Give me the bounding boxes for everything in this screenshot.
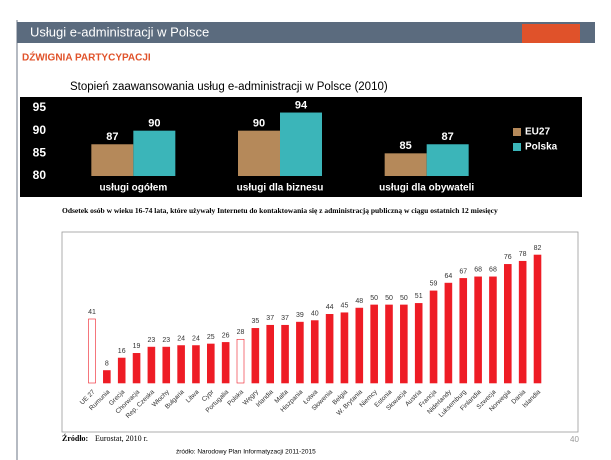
value-label: 25 — [207, 334, 215, 341]
value-label: 28 — [237, 329, 245, 336]
y-tick-label: 90 — [33, 123, 47, 137]
bar — [414, 303, 423, 384]
legend-label: EU27 — [525, 127, 550, 138]
y-tick-label: 85 — [33, 146, 47, 160]
y-tick-label: 80 — [33, 168, 47, 182]
bar — [340, 312, 349, 384]
value-label: 40 — [311, 310, 319, 317]
bar — [310, 320, 319, 384]
x-tick-label: usługi ogółem — [99, 183, 167, 194]
bar — [266, 324, 275, 384]
source: Eurostat, 2010 r. — [95, 434, 148, 443]
bar — [192, 345, 200, 384]
bar — [296, 321, 304, 384]
page-number: 40 — [570, 435, 579, 444]
legend-label: Polska — [525, 142, 558, 153]
value-label: 8 — [105, 360, 109, 367]
chart-title: Stopień zaawansowania usług e-administra… — [70, 81, 388, 93]
value-label: 23 — [162, 337, 170, 344]
subtitle: DŹWIGNIA PARTYCYPACJI — [22, 51, 151, 64]
value-label: 44 — [326, 304, 334, 311]
value-label: 76 — [504, 254, 512, 261]
value-label: 94 — [295, 99, 308, 111]
value-label: 68 — [489, 267, 497, 274]
legend-swatch — [513, 128, 521, 136]
bar — [177, 345, 185, 384]
bar — [429, 290, 438, 384]
bar — [207, 343, 215, 384]
header-title: Usługi e-administracji w Polsce — [30, 24, 209, 39]
value-label: 37 — [281, 315, 289, 322]
bar — [236, 338, 245, 384]
x-tick-label: usługi dla obywateli — [379, 183, 474, 194]
bar — [518, 260, 527, 384]
value-label: 23 — [148, 337, 156, 344]
chart-title-wrap: Odsetek osób w wieku 16-74 lata, które u… — [62, 206, 498, 215]
bar — [91, 144, 134, 176]
value-label: 41 — [88, 309, 96, 316]
header-bar — [17, 22, 595, 43]
value-label: 50 — [370, 295, 378, 302]
bar — [103, 370, 111, 384]
value-label: 68 — [474, 267, 482, 274]
x-tick-label: usługi dla biznesu — [237, 183, 324, 194]
bar — [221, 342, 230, 384]
bar — [474, 276, 482, 384]
bar — [370, 304, 378, 384]
bar — [133, 130, 176, 176]
bar — [385, 304, 393, 384]
value-label: 85 — [400, 140, 412, 152]
bar — [325, 314, 334, 384]
header-accent — [522, 24, 580, 43]
bar — [533, 254, 542, 384]
value-label: 87 — [442, 131, 454, 143]
source-label: Źródło: — [62, 433, 88, 443]
bar — [281, 324, 289, 384]
bar — [251, 328, 260, 384]
value-label: 26 — [222, 332, 230, 339]
value-label: 37 — [266, 315, 274, 322]
y-tick-label: 95 — [33, 100, 47, 114]
value-label: 24 — [177, 335, 185, 342]
bar — [117, 357, 126, 384]
bar — [238, 130, 280, 176]
value-label: 51 — [415, 293, 423, 300]
value-label: 64 — [445, 273, 453, 280]
value-label: 16 — [118, 348, 126, 355]
bar — [147, 346, 156, 384]
legend-swatch — [513, 143, 521, 151]
value-label: 50 — [385, 295, 393, 302]
value-label: 90 — [148, 118, 160, 130]
bar — [459, 278, 468, 384]
value-label: 67 — [459, 268, 467, 275]
bar — [280, 112, 322, 176]
value-label: 90 — [253, 118, 265, 130]
value-label: 50 — [400, 295, 408, 302]
value-label: 35 — [251, 318, 259, 325]
bar — [355, 307, 364, 384]
value-label: 78 — [519, 251, 527, 258]
value-label: 39 — [296, 312, 304, 319]
value-label: 19 — [133, 343, 141, 350]
bar — [489, 276, 497, 384]
chart-title: Odsetek osób w wieku 16-74 lata, które u… — [62, 206, 498, 215]
bar — [384, 153, 427, 176]
value-label: 87 — [106, 131, 118, 143]
bar — [88, 318, 96, 384]
bar — [400, 304, 408, 384]
source-2: źródło: Narodowy Plan Informatyzacji 201… — [176, 449, 316, 456]
bar — [444, 282, 453, 384]
bar — [132, 353, 141, 384]
bar — [162, 346, 171, 384]
bar — [426, 144, 469, 176]
value-label: 59 — [430, 281, 438, 288]
value-label: 48 — [355, 298, 363, 305]
bar — [503, 264, 512, 384]
value-label: 24 — [192, 335, 200, 342]
value-label: 82 — [534, 245, 542, 252]
value-label: 45 — [341, 303, 349, 310]
